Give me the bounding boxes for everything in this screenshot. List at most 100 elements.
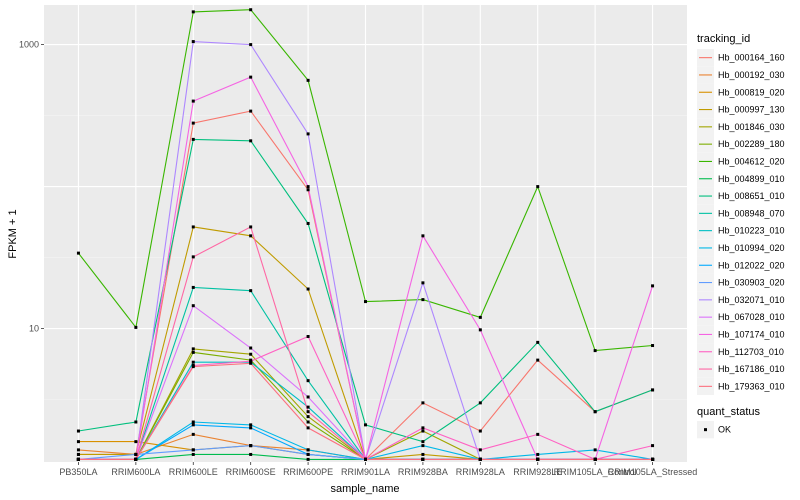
legend-label-Hb_012022_020: Hb_012022_020 bbox=[718, 260, 785, 270]
data-point bbox=[134, 457, 138, 461]
data-point bbox=[249, 225, 253, 229]
data-point bbox=[191, 448, 195, 452]
data-point bbox=[306, 448, 310, 452]
data-point bbox=[536, 457, 540, 461]
data-point bbox=[306, 379, 310, 383]
data-point bbox=[364, 457, 367, 461]
data-point bbox=[651, 444, 655, 448]
x-tick-label: RRIM600LE bbox=[169, 467, 218, 477]
data-point bbox=[651, 388, 655, 392]
data-point bbox=[421, 440, 425, 444]
legend-label-Hb_004899_010: Hb_004899_010 bbox=[718, 174, 785, 184]
data-point bbox=[364, 300, 367, 304]
data-point bbox=[191, 365, 195, 369]
data-point bbox=[76, 429, 80, 433]
y-axis: 10 1000 bbox=[19, 40, 44, 334]
data-point bbox=[651, 284, 655, 288]
data-point bbox=[134, 420, 138, 424]
x-axis-title: sample_name bbox=[330, 483, 399, 495]
data-point bbox=[76, 457, 80, 461]
legend-label-Hb_067028_010: Hb_067028_010 bbox=[718, 312, 785, 322]
legend-title-shape: quant_status bbox=[697, 406, 760, 418]
legend-label-Hb_008948_070: Hb_008948_070 bbox=[718, 208, 785, 218]
data-point bbox=[191, 347, 195, 351]
data-point bbox=[249, 75, 253, 79]
legend-label-Hb_107174_010: Hb_107174_010 bbox=[718, 329, 785, 339]
data-point bbox=[249, 426, 253, 430]
data-point bbox=[306, 452, 310, 456]
x-tick-label: RRIM928LA bbox=[456, 467, 505, 477]
legend: tracking_id Hb_000164_160Hb_000192_030Hb… bbox=[697, 33, 785, 439]
legend-label-Hb_112703_010: Hb_112703_010 bbox=[718, 347, 784, 357]
data-point bbox=[306, 415, 310, 419]
data-point bbox=[306, 188, 310, 192]
data-point bbox=[306, 410, 310, 414]
legend-color-entries: Hb_000164_160 Hb_000192_030 Hb_000819_020 H… bbox=[697, 49, 785, 395]
legend-label-Hb_179363_010: Hb_179363_010 bbox=[718, 381, 785, 391]
legend-label-Hb_010994_020: Hb_010994_020 bbox=[718, 243, 785, 253]
data-point bbox=[76, 452, 80, 456]
x-tick-label: RRIM928LE bbox=[513, 467, 562, 477]
data-point bbox=[421, 234, 425, 238]
data-point bbox=[306, 185, 310, 189]
data-point bbox=[306, 426, 310, 430]
data-point bbox=[593, 349, 597, 353]
legend-label-Hb_000819_020: Hb_000819_020 bbox=[718, 87, 785, 97]
data-point bbox=[76, 440, 80, 444]
data-point bbox=[191, 452, 195, 456]
data-point bbox=[191, 285, 195, 289]
y-tick-label: 10 bbox=[29, 324, 39, 334]
data-point bbox=[191, 360, 195, 364]
data-point bbox=[249, 289, 253, 293]
data-point bbox=[191, 225, 195, 229]
data-point bbox=[306, 405, 310, 409]
data-points bbox=[76, 8, 655, 461]
legend-label-Hb_008651_010: Hb_008651_010 bbox=[718, 191, 785, 201]
data-point bbox=[249, 423, 253, 427]
data-point bbox=[191, 423, 195, 427]
data-point bbox=[421, 452, 425, 456]
data-point bbox=[306, 78, 310, 82]
data-point bbox=[421, 457, 425, 461]
data-point bbox=[191, 304, 195, 308]
legend-label-Hb_030903_020: Hb_030903_020 bbox=[718, 278, 785, 288]
legend-shape-entries: OK bbox=[697, 421, 731, 439]
data-point bbox=[249, 361, 253, 365]
legend-title-color: tracking_id bbox=[697, 33, 750, 45]
data-point bbox=[249, 346, 253, 350]
data-point bbox=[421, 429, 425, 433]
x-tick-label: RRIM105LA_Control bbox=[554, 467, 637, 477]
data-point bbox=[249, 234, 253, 238]
data-point bbox=[249, 139, 253, 143]
data-point bbox=[249, 43, 253, 47]
data-point bbox=[306, 334, 310, 338]
legend-label-Hb_167186_010: Hb_167186_010 bbox=[718, 364, 785, 374]
legend-label-Hb_000192_030: Hb_000192_030 bbox=[718, 70, 785, 80]
data-point bbox=[191, 40, 195, 44]
x-axis: PB350LA RRIM600LA RRIM600LE RRIM600SE RRIM60… bbox=[59, 462, 697, 477]
data-point bbox=[249, 444, 253, 448]
y-axis-title: FPKM + 1 bbox=[7, 209, 19, 258]
data-point bbox=[478, 401, 482, 405]
data-point bbox=[593, 457, 597, 461]
data-point bbox=[593, 410, 597, 414]
data-point bbox=[191, 255, 195, 259]
data-point bbox=[651, 457, 655, 461]
data-point bbox=[536, 185, 540, 189]
data-point bbox=[421, 401, 425, 405]
data-point bbox=[191, 10, 195, 14]
data-point bbox=[306, 287, 310, 291]
data-point bbox=[536, 452, 540, 456]
data-point bbox=[249, 8, 253, 12]
data-point bbox=[536, 358, 540, 362]
data-point bbox=[76, 448, 80, 452]
legend-label-Hb_000164_160: Hb_000164_160 bbox=[718, 53, 785, 63]
data-point bbox=[134, 440, 138, 444]
data-point bbox=[249, 352, 253, 356]
legend-label-Hb_004612_020: Hb_004612_020 bbox=[718, 156, 785, 166]
data-point bbox=[478, 429, 482, 433]
x-tick-label: RRIM600PE bbox=[283, 467, 333, 477]
data-point bbox=[191, 121, 195, 125]
legend-label-Hb_010223_010: Hb_010223_010 bbox=[718, 226, 785, 236]
